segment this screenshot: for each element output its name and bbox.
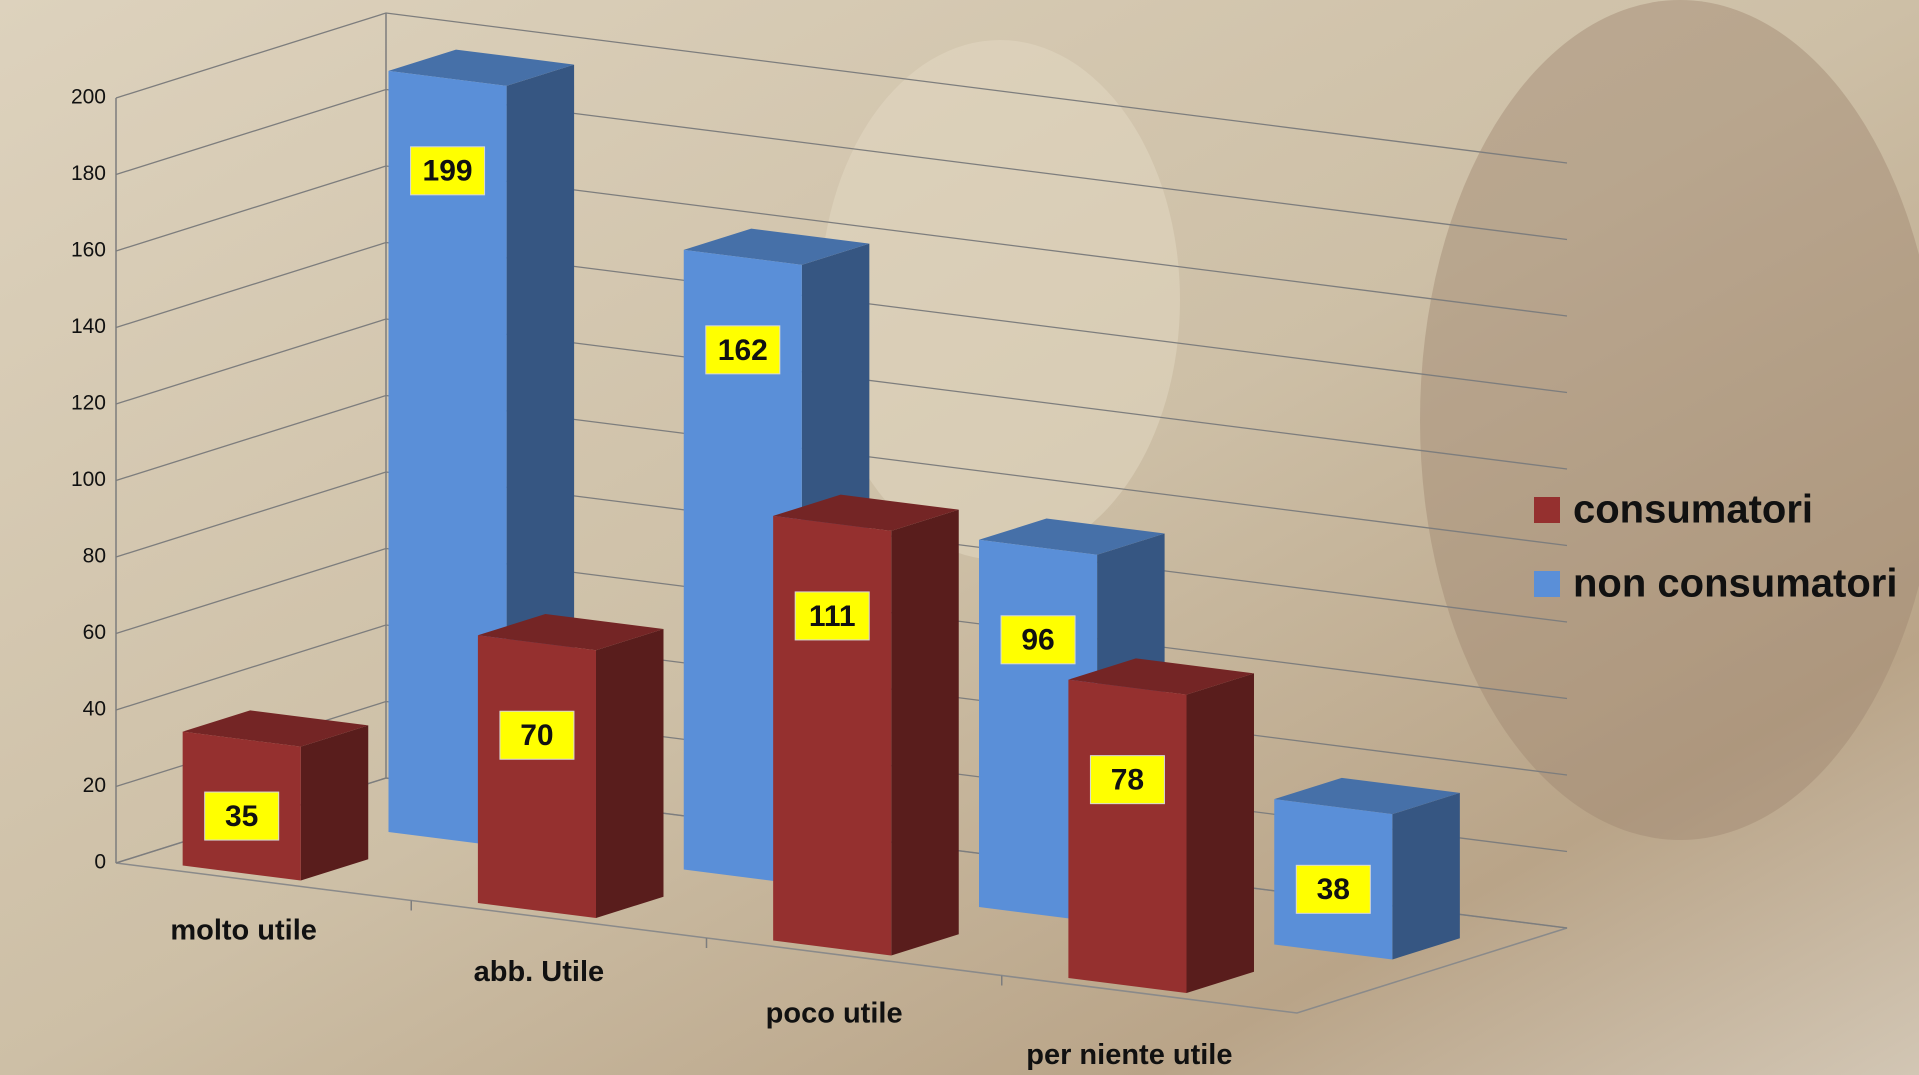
x-tick-label: molto utile — [170, 914, 317, 946]
x-tick-label: per niente utile — [1026, 1039, 1232, 1071]
bar-top — [979, 518, 1165, 555]
data-label-box — [1089, 755, 1165, 805]
y-tick-label: 20 — [83, 774, 106, 797]
data-label-box — [1295, 864, 1371, 914]
y-tick-label: 60 — [83, 621, 106, 644]
bar-side — [300, 725, 369, 881]
data-label: 199 — [423, 155, 473, 188]
legend-swatch — [1534, 571, 1560, 597]
y-tick-label: 0 — [94, 851, 106, 874]
bar: 35 — [182, 710, 369, 881]
data-label: 111 — [809, 600, 856, 633]
y-tick-label: 40 — [83, 698, 106, 721]
bar: 38 — [1274, 777, 1460, 960]
bar-side — [1392, 792, 1460, 960]
legend-label: consumatori — [1573, 488, 1813, 532]
y-tick-label: 80 — [83, 545, 106, 568]
bar-top — [1274, 777, 1460, 815]
bar-front — [773, 515, 892, 956]
background-shade — [820, 40, 1180, 560]
data-label: 96 — [1021, 624, 1054, 657]
bar-top — [683, 228, 870, 265]
bar-side — [1186, 673, 1254, 993]
bar-top — [477, 614, 664, 651]
y-tick-label: 120 — [71, 392, 106, 415]
x-tick-label: poco utile — [766, 997, 903, 1029]
bar-front — [477, 635, 596, 918]
y-tick-label: 140 — [71, 315, 106, 338]
bar-front — [388, 70, 507, 847]
bar: 111 — [773, 494, 959, 956]
data-label-box — [1000, 615, 1076, 665]
legend-swatch — [1534, 497, 1560, 523]
data-label-box — [410, 146, 486, 196]
data-label-box — [499, 710, 575, 760]
bar-top — [388, 49, 575, 86]
data-label: 38 — [1317, 873, 1350, 906]
y-tick-label: 180 — [71, 162, 106, 185]
x-tick-label: abb. Utile — [474, 956, 605, 988]
bar-top — [773, 494, 959, 531]
data-label: 35 — [225, 800, 258, 833]
bar: 70 — [477, 614, 664, 918]
data-label: 78 — [1111, 764, 1144, 797]
bar-side — [891, 509, 959, 956]
y-tick-label: 200 — [71, 86, 106, 109]
y-tick-label: 100 — [71, 468, 106, 491]
data-label-box — [794, 591, 870, 641]
bar-top — [1068, 658, 1254, 695]
bar-top — [182, 710, 369, 747]
legend-label: non consumatori — [1573, 562, 1897, 606]
bar-front — [683, 249, 802, 885]
y-tick-label: 160 — [71, 239, 106, 262]
bar: 78 — [1068, 658, 1254, 993]
background-shade — [1420, 0, 1919, 840]
data-label: 162 — [718, 334, 768, 367]
bar-side — [595, 629, 664, 918]
data-label-box — [705, 325, 781, 375]
data-label-box — [204, 791, 280, 841]
data-label: 70 — [520, 719, 553, 752]
bar-front — [1068, 679, 1187, 993]
